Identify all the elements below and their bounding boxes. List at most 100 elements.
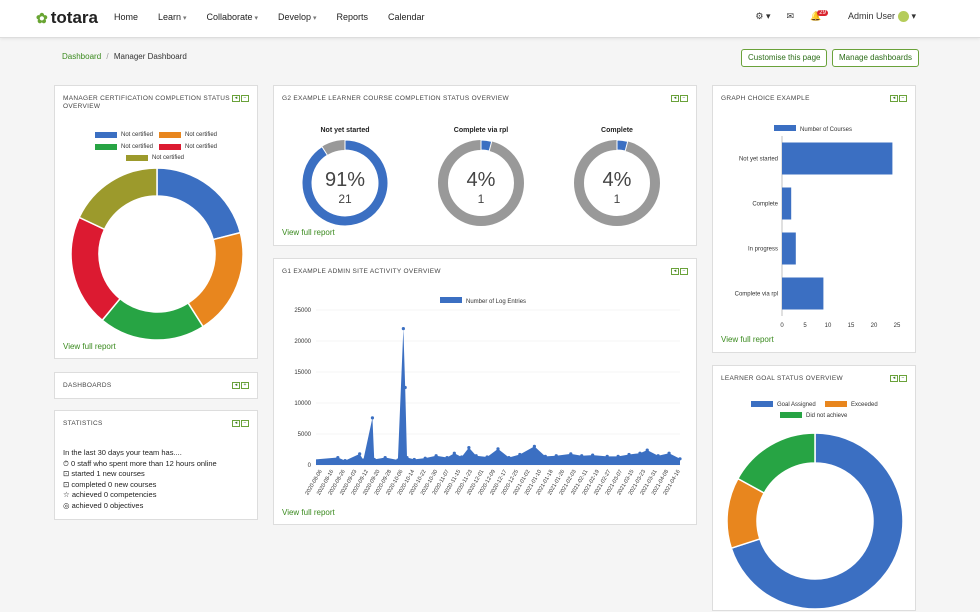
data-point <box>580 454 584 458</box>
panel-controls: ◂ − <box>232 420 249 427</box>
x-tick-label: 5 <box>803 323 807 329</box>
legend-item: Not certified <box>95 144 153 150</box>
panel-controls: ◂ − <box>232 95 249 102</box>
notification-count-badge: 29 <box>817 10 828 17</box>
panel-title: G1 EXAMPLE ADMIN SITE ACTIVITY OVERVIEW <box>282 268 441 275</box>
customise-page-button[interactable]: Customise this page <box>741 49 828 67</box>
activity-line-chart: Number of Log Entries 0 5000 10000 15000 2000… <box>294 297 682 496</box>
breadcrumb-separator: / <box>106 52 109 61</box>
stat-text: started 1 new courses <box>71 469 145 478</box>
data-point <box>638 451 642 455</box>
bar <box>782 142 893 175</box>
donut-slice <box>730 432 904 610</box>
legend-label: Not certified <box>185 144 218 150</box>
legend-swatch <box>780 412 802 418</box>
nav-right-tools: ⚙ ▾ ✉ 🔔29 Admin User ▾ <box>755 10 916 23</box>
gauge-percent: 91% <box>325 169 365 191</box>
y-tick-label: 0 <box>308 463 312 469</box>
x-tick-label: 20 <box>871 323 878 329</box>
nav-item-reports[interactable]: Reports <box>336 12 369 22</box>
data-point <box>605 454 609 458</box>
nav-item-develop[interactable]: Develop <box>278 12 317 22</box>
gauge-fill <box>616 139 629 152</box>
move-icon[interactable]: ◂ <box>671 268 679 275</box>
breadcrumb: Dashboard / Manager Dashboard <box>62 52 187 61</box>
expand-icon[interactable]: + <box>241 382 249 389</box>
view-full-report-link[interactable]: View full report <box>63 342 116 351</box>
legend-swatch <box>440 297 462 303</box>
graph-choice-panel: GRAPH CHOICE EXAMPLE ◂ − Number of Course… <box>712 85 916 353</box>
donut-slice <box>736 432 816 495</box>
breadcrumb-dashboard-link[interactable]: Dashboard <box>62 52 102 61</box>
collapse-icon[interactable]: − <box>241 420 249 427</box>
collapse-icon[interactable]: − <box>899 95 907 102</box>
donut-slice <box>71 216 122 322</box>
legend-swatch <box>159 132 181 138</box>
stat-line: ⊡ started 1 new courses <box>63 469 145 478</box>
y-tick-label: 10000 <box>294 401 311 407</box>
user-menu[interactable]: Admin User ▾ <box>847 11 916 23</box>
data-point <box>396 458 400 462</box>
gauge-label: Complete via rpl <box>454 127 509 134</box>
nav-item-home[interactable]: Home <box>114 12 139 22</box>
legend-item: Not certified <box>159 144 217 150</box>
data-point <box>496 447 500 451</box>
bar <box>782 232 796 265</box>
move-icon[interactable]: ◂ <box>890 95 898 102</box>
y-tick-label: 5000 <box>298 432 312 438</box>
course-started-icon: ⊡ <box>63 469 72 478</box>
data-point <box>645 448 649 452</box>
gauge-count: 1 <box>614 192 621 206</box>
view-full-report-link[interactable]: View full report <box>282 228 335 237</box>
legend-item: Not certified <box>159 132 217 138</box>
panel-controls: ◂ − <box>890 95 907 102</box>
gauge-fill <box>480 139 493 152</box>
legend-label: Number of Courses <box>800 127 852 133</box>
bar <box>782 277 824 310</box>
move-icon[interactable]: ◂ <box>232 420 240 427</box>
y-tick-label: 15000 <box>294 370 311 376</box>
avatar <box>897 11 909 23</box>
legend-swatch <box>95 132 117 138</box>
data-point <box>358 452 362 456</box>
nav-item-collaborate[interactable]: Collaborate <box>207 12 259 22</box>
nav-item-calendar[interactable]: Calendar <box>388 12 425 22</box>
dashboards-panel: DASHBOARDS ◂ + <box>54 372 258 399</box>
data-point <box>467 446 471 450</box>
messages-icon[interactable]: ✉ <box>786 11 795 22</box>
data-point <box>370 416 375 420</box>
course-completed-icon: ⊡ <box>63 480 72 489</box>
g1-site-activity-panel: G1 EXAMPLE ADMIN SITE ACTIVITY OVERVIEW … <box>273 258 697 525</box>
collapse-icon[interactable]: − <box>241 95 249 102</box>
legend-label: Not certified <box>121 132 154 138</box>
data-point <box>485 455 489 459</box>
manage-dashboards-button[interactable]: Manage dashboards <box>832 49 919 67</box>
notifications-icon[interactable]: 🔔29 <box>810 10 828 22</box>
view-full-report-link[interactable]: View full report <box>282 508 335 517</box>
cert-donut-chart <box>71 168 243 340</box>
statistics-panel: STATISTICS ◂ − In the last 30 days your t… <box>54 410 258 520</box>
nav-item-learn[interactable]: Learn <box>158 12 187 22</box>
data-point <box>507 455 511 460</box>
collapse-icon[interactable]: − <box>680 95 688 102</box>
legend-item: Not certified <box>126 155 184 161</box>
gauge-label: Not yet started <box>320 127 369 134</box>
collapse-icon[interactable]: − <box>899 375 907 382</box>
totara-logo[interactable]: ✿ totara <box>36 8 98 28</box>
leaf-icon: ✿ <box>36 9 48 26</box>
move-icon[interactable]: ◂ <box>890 375 898 382</box>
move-icon[interactable]: ◂ <box>232 382 240 389</box>
move-icon[interactable]: ◂ <box>671 95 679 102</box>
collapse-icon[interactable]: − <box>680 268 688 275</box>
language-gear-icon[interactable]: ⚙ ▾ <box>755 11 771 22</box>
panel-title: DASHBOARDS <box>63 382 112 389</box>
view-full-report-link[interactable]: View full report <box>721 335 774 344</box>
data-point <box>667 451 671 455</box>
data-point <box>403 385 407 390</box>
legend-label: Number of Log Entries <box>466 299 526 305</box>
x-tick-label: 0 <box>780 323 784 329</box>
user-clock-icon: ⏱ <box>63 459 71 468</box>
panel-controls: ◂ − <box>671 95 688 102</box>
move-icon[interactable]: ◂ <box>232 95 240 102</box>
